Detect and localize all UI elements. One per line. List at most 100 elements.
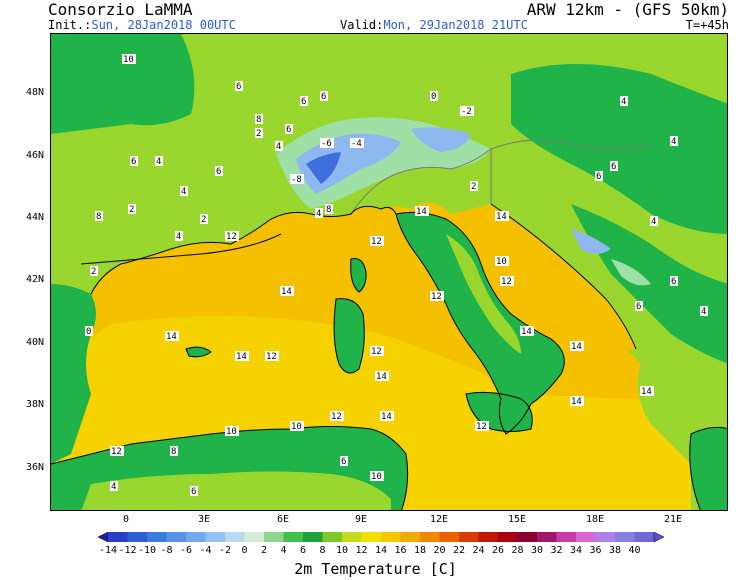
contour-label-bg [128, 204, 136, 214]
contour-label: -6 [321, 139, 332, 149]
contour-label-bg [370, 236, 384, 246]
italy-peninsula [396, 212, 565, 434]
contour-label-bg [325, 204, 333, 214]
colorbar-title: 2m Temperature [C] [294, 560, 457, 578]
contour-label: 14 [641, 387, 652, 397]
colorbar-segment [127, 532, 148, 542]
contour-label: 12 [266, 352, 277, 362]
contour-label-bg [175, 231, 183, 241]
contour-label-bg [225, 231, 239, 241]
contour-label: 12 [501, 277, 512, 287]
contour-label: 4 [621, 97, 626, 107]
contour-label: 6 [131, 157, 136, 167]
contour-label: 6 [596, 172, 601, 182]
lat-label-48n: 48N [26, 87, 45, 98]
colorbar-segment [537, 532, 557, 542]
contour-label: 4 [316, 209, 321, 219]
corsica-coast [350, 258, 367, 293]
contour-label-bg [110, 446, 124, 456]
contour-label-bg [235, 81, 243, 91]
contour-label-bg [200, 214, 208, 224]
contour-label: 4 [176, 232, 181, 242]
contour-label: 4 [111, 482, 116, 492]
contour-label: 6 [216, 167, 221, 177]
contour-label: 2 [256, 129, 261, 139]
contour-label-bg [330, 411, 344, 421]
italy-lowland [446, 234, 521, 354]
contour-label: 4 [276, 142, 281, 152]
colorbar-label: 8 [319, 545, 326, 556]
lon-label-12e: 12E [429, 514, 449, 525]
contour-label-bg [190, 486, 198, 496]
contour-label: 12 [431, 292, 442, 302]
contour-label: 10 [371, 472, 382, 482]
colorbar-segment [186, 532, 206, 542]
colorbar-label: 28 [511, 545, 524, 556]
contour-label-bg [610, 161, 618, 171]
contour-label: 8 [326, 205, 331, 215]
contour-label-bg [90, 266, 98, 276]
colorbar-label: 38 [608, 545, 622, 556]
greece-land [689, 426, 727, 510]
colorbar-segment [147, 532, 167, 542]
lon-label-15e: 15E [507, 514, 527, 525]
colorbar-segment [420, 532, 440, 542]
colorbar-segment [322, 532, 343, 542]
contour-label-bg [495, 211, 509, 221]
contour-label-bg [640, 386, 654, 396]
lat-label-40n: 40N [26, 337, 45, 348]
colorbar-segment [205, 532, 226, 542]
colorbar-segment [283, 532, 304, 542]
italy-border [350, 148, 492, 215]
contour-label-bg [470, 181, 478, 191]
contour-label: 12 [111, 447, 122, 457]
contour-label: 12 [331, 412, 342, 422]
colorbar-segment [634, 532, 655, 542]
contour-label-bg [320, 138, 334, 148]
colorbar-segment [517, 532, 538, 542]
adriatic-coast [490, 203, 637, 350]
valid-value: Mon, 29Jan2018 21UTC [383, 18, 528, 32]
colorbar-label: -2 [218, 545, 232, 556]
colorbar-segment [400, 532, 421, 542]
contour-label-bg [380, 411, 394, 421]
contour-label: 6 [301, 97, 306, 107]
contour-label-bg [275, 141, 283, 151]
contour-label-bg [315, 208, 323, 218]
contour-label: 14 [281, 287, 292, 297]
colorbar-segment [342, 532, 362, 542]
colorbar-label: 26 [491, 545, 505, 556]
contour-label: -2 [461, 107, 472, 117]
colorbar-label: -8 [160, 545, 173, 556]
colorbar-segment [556, 532, 577, 542]
colorbar-label: 36 [589, 545, 602, 556]
colorbar-segment [615, 532, 635, 542]
colorbar-segment [264, 532, 284, 542]
contour-label: 12 [476, 422, 487, 432]
contour-label-bg [225, 426, 239, 436]
contour-label-bg [520, 326, 534, 336]
contour-label: 2 [129, 205, 134, 215]
dinaric-cold [571, 229, 611, 254]
colorbar-label: 32 [550, 545, 563, 556]
contour-label-bg [155, 156, 163, 166]
contour-label: 6 [671, 277, 676, 287]
contour-label-bg [430, 291, 444, 301]
contour-label-bg [235, 351, 249, 361]
contour-label-bg [495, 256, 509, 266]
contour-label-bg [180, 186, 188, 196]
colorbar-segment [576, 532, 596, 542]
contour-label: 14 [416, 207, 427, 217]
contour-label: -4 [351, 139, 362, 149]
france-coast [80, 233, 282, 265]
contour-label: 14 [521, 327, 532, 337]
colorbar-label: 22 [452, 545, 466, 556]
colorbar-label: 16 [394, 545, 407, 556]
colorbar-segment [303, 532, 323, 542]
contour-label: 4 [181, 187, 186, 197]
colorbar-segment [478, 532, 499, 542]
colorbar-segment [381, 532, 401, 542]
colorbar-label: 24 [472, 545, 485, 556]
